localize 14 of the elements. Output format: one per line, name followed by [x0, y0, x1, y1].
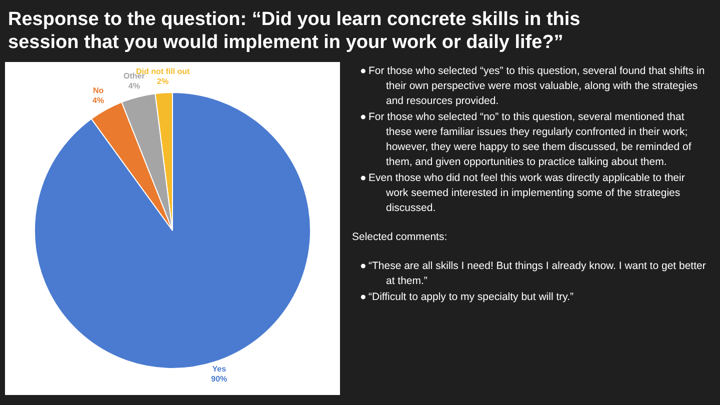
text: ● “Difficult to apply to my specialty but will try.”: [360, 290, 575, 305]
data-label: 90%: [211, 374, 228, 384]
slice-label: Other: [124, 72, 145, 81]
chart-title: Response to the question: “Did you learn concrete skills in this session that you would implement in your work or daily life?”: [8, 8, 582, 54]
text: ● “These are all skills I need! But things I already know. I want to get better at them.”: [360, 259, 707, 289]
data-label: 4%: [128, 82, 140, 91]
data-label: 2%: [157, 77, 169, 86]
text: ● For those who selected “no” to this question, several mentioned that these were familiar issues they regularly confronted in their work; however, they were happy to see them discussed, be reminded of them, and given opportunities to practice talking about them.: [360, 110, 692, 170]
text: Selected comments:: [352, 230, 448, 245]
text: ● For those who selected “yes” to this question, several found that shifts in their own perspective were most valuable, along with the strategies and resources provided.: [360, 64, 706, 109]
slice-label: No: [92, 86, 104, 95]
text: ● Even those who did not feel this work was directly applicable to their work seemed interested in implementing some of the strategies discussed.: [360, 171, 686, 216]
slice-label: Yes: [212, 364, 227, 374]
data-label: 4%: [92, 96, 104, 105]
